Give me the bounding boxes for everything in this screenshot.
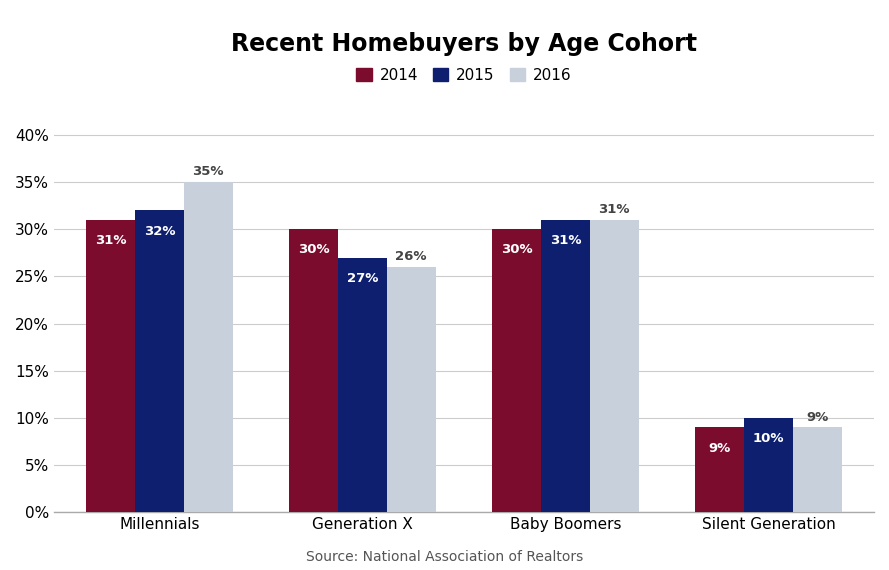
Text: 30%: 30% bbox=[298, 243, 330, 256]
Text: 10%: 10% bbox=[753, 432, 784, 445]
Text: 9%: 9% bbox=[709, 442, 731, 455]
Bar bbox=[135, 210, 184, 512]
Bar bbox=[744, 418, 793, 512]
Text: 31%: 31% bbox=[549, 234, 581, 247]
Text: 30%: 30% bbox=[501, 243, 533, 256]
Bar bbox=[493, 229, 541, 512]
Text: 26%: 26% bbox=[396, 250, 427, 263]
Text: 35%: 35% bbox=[192, 165, 224, 178]
Bar bbox=[86, 220, 135, 512]
Bar bbox=[289, 229, 338, 512]
Text: 9%: 9% bbox=[806, 410, 829, 424]
Text: 31%: 31% bbox=[95, 234, 126, 247]
Bar bbox=[387, 267, 436, 512]
Bar bbox=[589, 220, 638, 512]
Text: 31%: 31% bbox=[598, 203, 630, 216]
Bar bbox=[695, 428, 744, 512]
Title: Recent Homebuyers by Age Cohort: Recent Homebuyers by Age Cohort bbox=[231, 32, 697, 56]
Legend: 2014, 2015, 2016: 2014, 2015, 2016 bbox=[350, 62, 578, 89]
Text: Source: National Association of Realtors: Source: National Association of Realtors bbox=[306, 550, 583, 564]
Bar bbox=[793, 428, 842, 512]
Bar bbox=[541, 220, 589, 512]
Text: 27%: 27% bbox=[347, 272, 378, 285]
Bar bbox=[338, 258, 387, 512]
Bar bbox=[184, 182, 233, 512]
Text: 32%: 32% bbox=[144, 225, 175, 238]
